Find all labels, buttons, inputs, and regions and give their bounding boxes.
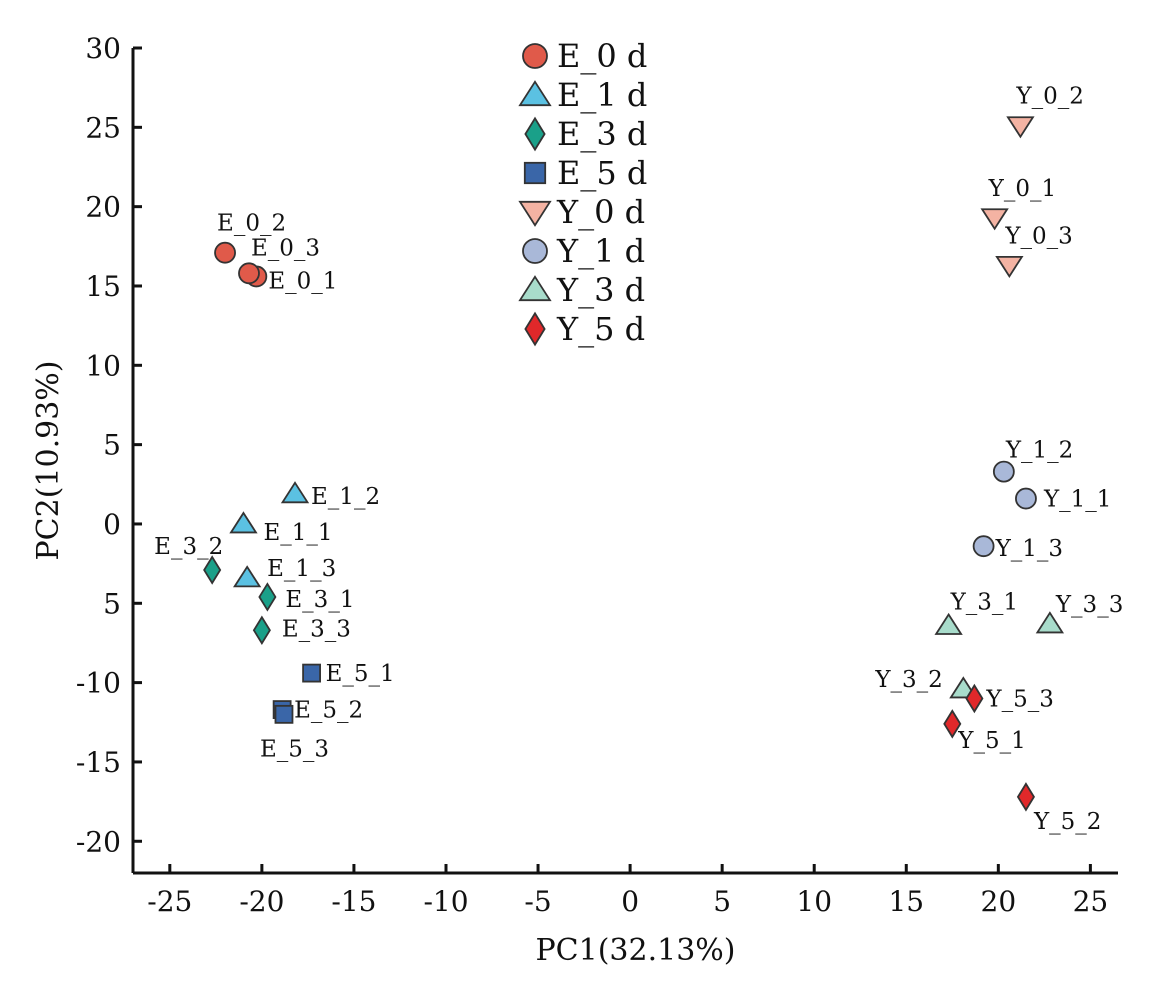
point-label: Y_3_1 xyxy=(950,590,1018,616)
legend: E_0 dE_1 dE_3 dE_5 dY_0 dY_1 dY_3 dY_5 d xyxy=(518,37,647,348)
data-point xyxy=(1035,611,1065,634)
y-tick-label: 15 xyxy=(85,270,121,303)
point-label: E_0_2 xyxy=(217,211,286,237)
data-point xyxy=(1006,116,1035,139)
point-label: Y_5_2 xyxy=(1033,809,1101,835)
data-point xyxy=(965,683,984,714)
x-axis-title: PC1(32.13%) xyxy=(535,933,735,968)
data-point xyxy=(980,208,1009,231)
data-point xyxy=(258,582,277,612)
y-tick-label: 10 xyxy=(85,349,121,382)
x-tick-label: 25 xyxy=(1073,885,1109,918)
data-point xyxy=(995,255,1024,279)
point-label: Y_3_3 xyxy=(1055,592,1123,618)
point-label: E_3_3 xyxy=(282,616,351,642)
y-tick-label: 5 xyxy=(103,429,121,462)
x-tick-label: -25 xyxy=(147,885,192,918)
point-label: Y_5_1 xyxy=(957,728,1025,754)
point-label: E_0_3 xyxy=(251,235,320,261)
point-label: Y_5_3 xyxy=(985,686,1053,712)
x-tick-label: 15 xyxy=(888,885,924,918)
y-tick-label: 0 xyxy=(103,508,121,541)
legend-marker xyxy=(518,80,552,107)
y-tick-label: -15 xyxy=(76,746,121,779)
data-point xyxy=(274,704,294,724)
y-tick-label: 30 xyxy=(85,32,121,65)
legend-marker xyxy=(522,43,548,69)
data-point xyxy=(1015,487,1037,510)
x-tick-label: 0 xyxy=(621,885,639,918)
data-point xyxy=(233,565,262,588)
point-label: Y_1_3 xyxy=(995,536,1063,562)
axes: -25 -20 -15 -10 -5 0 5 10 15 20 25 30 25 20 15 10 5 0 5 -10… xyxy=(31,32,1118,968)
y-tick-label: -10 xyxy=(76,667,121,700)
legend-marker xyxy=(524,116,546,152)
legend-marker xyxy=(518,275,552,302)
data-point xyxy=(280,481,310,504)
data-point xyxy=(302,663,321,683)
legend-marker xyxy=(518,200,552,227)
x-tick-label: 10 xyxy=(796,885,832,918)
legend-label: Y_5 d xyxy=(556,310,645,348)
point-label: Y_0_2 xyxy=(1015,84,1083,110)
point-label: E_5_1 xyxy=(326,661,395,687)
y-tick-label: 25 xyxy=(85,111,121,144)
legend-marker xyxy=(522,238,548,264)
legend-marker xyxy=(523,161,547,185)
data-point xyxy=(203,555,222,585)
legend-label: Y_0 d xyxy=(556,193,645,231)
point-label: Y_3_2 xyxy=(874,667,942,693)
data-point xyxy=(992,460,1015,483)
legend-marker xyxy=(524,311,546,347)
point-label: E_3_2 xyxy=(154,534,223,560)
point-label: E_3_1 xyxy=(285,587,354,613)
legend-label: E_1 d xyxy=(557,76,647,114)
y-tick-label: 5 xyxy=(103,587,121,620)
data-point xyxy=(943,709,962,739)
data-points xyxy=(203,116,1065,812)
legend-label: E_5 d xyxy=(557,154,647,192)
point-labels: E_0_1 E_0_2E_0_3 E_1_1 E_1_2 E_1_3 E_3_1 E_3_2… xyxy=(154,84,1123,835)
point-label: Y_0_3 xyxy=(1004,223,1072,249)
point-label: Y_1_1 xyxy=(1043,487,1111,513)
y-axis-title: PC2(10.93%) xyxy=(31,360,66,560)
x-tick-label: -10 xyxy=(423,885,468,918)
legend-label: E_0 d xyxy=(557,37,647,75)
point-label: E_0_1 xyxy=(268,268,337,294)
data-point xyxy=(1016,782,1036,812)
data-point xyxy=(229,511,258,534)
point-label: Y_1_2 xyxy=(1005,438,1073,464)
point-label: E_1_2 xyxy=(311,484,380,510)
data-point xyxy=(972,535,995,558)
y-tick-label: 20 xyxy=(85,191,121,224)
point-label: E_5_2 xyxy=(294,698,363,724)
x-tick-label: -5 xyxy=(524,885,551,918)
x-tick-label: 5 xyxy=(713,885,731,918)
legend-label: Y_3 d xyxy=(556,271,645,309)
point-label: Y_0_1 xyxy=(988,176,1056,202)
data-point xyxy=(214,241,236,264)
x-tick-label: -15 xyxy=(331,885,376,918)
point-label: E_5_3 xyxy=(260,736,329,762)
x-tick-label: 20 xyxy=(981,885,1017,918)
x-tick-label: -20 xyxy=(239,885,284,918)
point-label: E_1_1 xyxy=(263,520,332,546)
legend-label: Y_1 d xyxy=(556,232,645,270)
point-label: E_1_3 xyxy=(267,556,336,582)
data-point xyxy=(238,262,260,285)
data-point xyxy=(252,615,271,645)
legend-label: E_3 d xyxy=(557,115,647,153)
y-tick-label: -20 xyxy=(76,825,121,858)
data-point xyxy=(934,612,963,635)
